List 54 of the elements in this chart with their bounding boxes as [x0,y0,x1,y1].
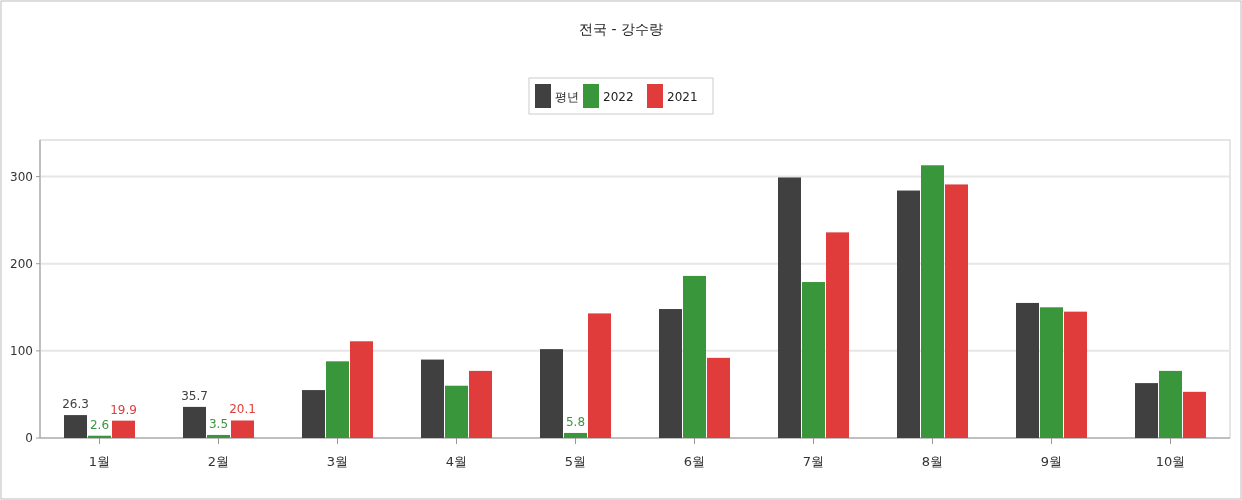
legend-label: 평년 [555,90,579,104]
x-tick-label: 8월 [921,454,944,469]
bar [683,275,706,438]
x-tick-label: 7월 [802,454,825,469]
bar [1135,383,1158,438]
bar [469,370,492,438]
bar [802,282,825,438]
bar [897,190,920,438]
chart-title: 전국 - 강수량 [579,21,663,37]
y-tick-label: 0 [25,431,33,445]
bar [350,341,373,438]
bar [1183,391,1206,438]
x-tick-label: 1월 [88,454,111,469]
bar [326,361,349,438]
bar [1016,302,1039,438]
data-label: 3.5 [208,416,229,431]
y-tick-label: 300 [10,169,33,184]
bar [921,165,944,438]
x-tick-label: 5월 [564,454,587,469]
x-tick-label: 10월 [1155,454,1186,469]
y-tick-label: 200 [10,256,33,271]
bar [64,415,87,438]
bar [1159,370,1182,438]
bar [183,406,206,438]
data-label: 2.6 [89,417,110,432]
x-tick-label: 4월 [445,454,468,469]
bar [1040,307,1063,438]
data-label: 20.1 [229,402,256,417]
bar [421,359,444,438]
y-tick-label: 100 [10,343,33,358]
data-label: 5.8 [565,414,586,429]
legend-label: 2021 [667,90,698,104]
bar [112,420,135,438]
bar [445,385,468,438]
data-label: 35.7 [181,388,208,403]
data-label: 19.9 [110,402,137,417]
bar [588,313,611,438]
x-tick-label: 6월 [683,454,706,469]
bar [302,390,325,438]
data-label: 26.3 [62,397,89,412]
bar [1064,311,1087,438]
legend-label: 2022 [603,90,634,104]
x-tick-label: 9월 [1040,454,1063,469]
bar [231,420,254,438]
bar [540,349,563,438]
bar [564,432,587,438]
x-tick-label: 3월 [326,454,349,469]
x-tick-label: 2월 [207,454,230,469]
bar [778,177,801,438]
bar [707,357,730,438]
bar [659,309,682,438]
bar [826,232,849,438]
bar [207,434,230,438]
bar [945,184,968,438]
